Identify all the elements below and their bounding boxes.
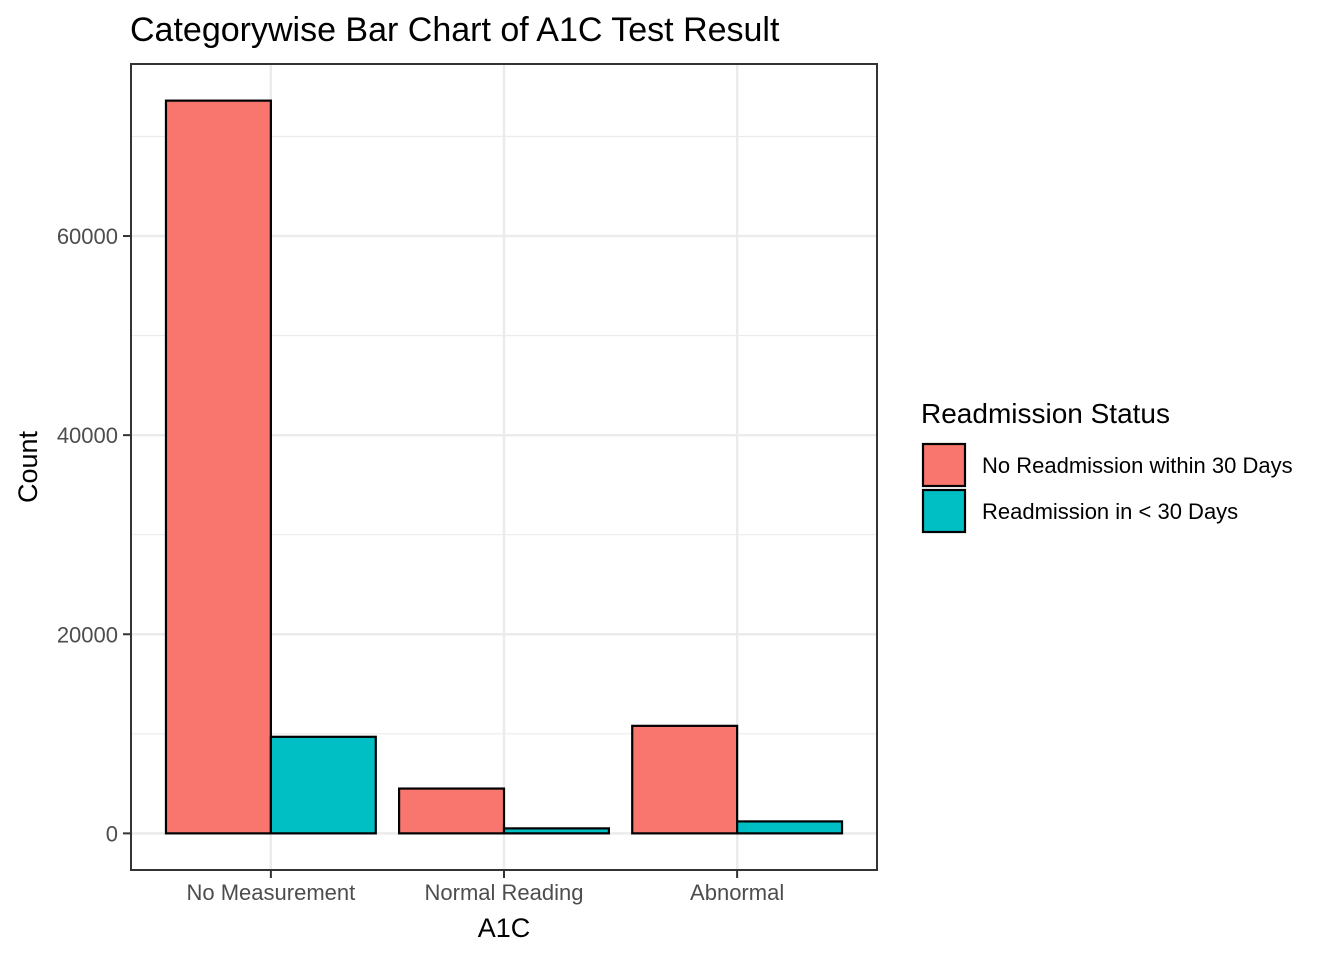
bars	[164, 99, 844, 835]
legend-items: No Readmission within 30 Days Readmission…	[921, 442, 1293, 534]
x-axis-title: A1C	[478, 913, 531, 943]
bar	[631, 724, 739, 835]
x-tick-label: Abnormal	[690, 880, 784, 905]
legend-title: Readmission Status	[921, 398, 1170, 429]
x-tick-label: No Measurement	[187, 880, 356, 905]
bar	[736, 820, 844, 835]
legend: Readmission Status No Readmission within…	[921, 398, 1293, 534]
x-tick-label: Normal Reading	[425, 880, 584, 905]
y-tick-label: 40000	[57, 423, 118, 448]
y-tick-label: 20000	[57, 622, 118, 647]
legend-label: No Readmission within 30 Days	[982, 453, 1293, 478]
y-axis: 0 20000 40000 60000	[57, 224, 131, 846]
legend-swatch	[921, 442, 967, 488]
legend-swatch	[921, 488, 967, 534]
chart-title: Categorywise Bar Chart of A1C Test Resul…	[130, 11, 780, 49]
bar	[397, 787, 506, 835]
bar	[164, 99, 272, 835]
bar	[502, 827, 611, 835]
bar	[269, 735, 377, 835]
legend-label: Readmission in < 30 Days	[982, 499, 1238, 524]
x-axis: No Measurement Normal Reading Abnormal	[187, 870, 784, 905]
plot-panel	[130, 63, 878, 871]
y-tick-label: 60000	[57, 224, 118, 249]
y-tick-label: 0	[106, 821, 118, 846]
y-axis-title: Count	[13, 430, 43, 503]
